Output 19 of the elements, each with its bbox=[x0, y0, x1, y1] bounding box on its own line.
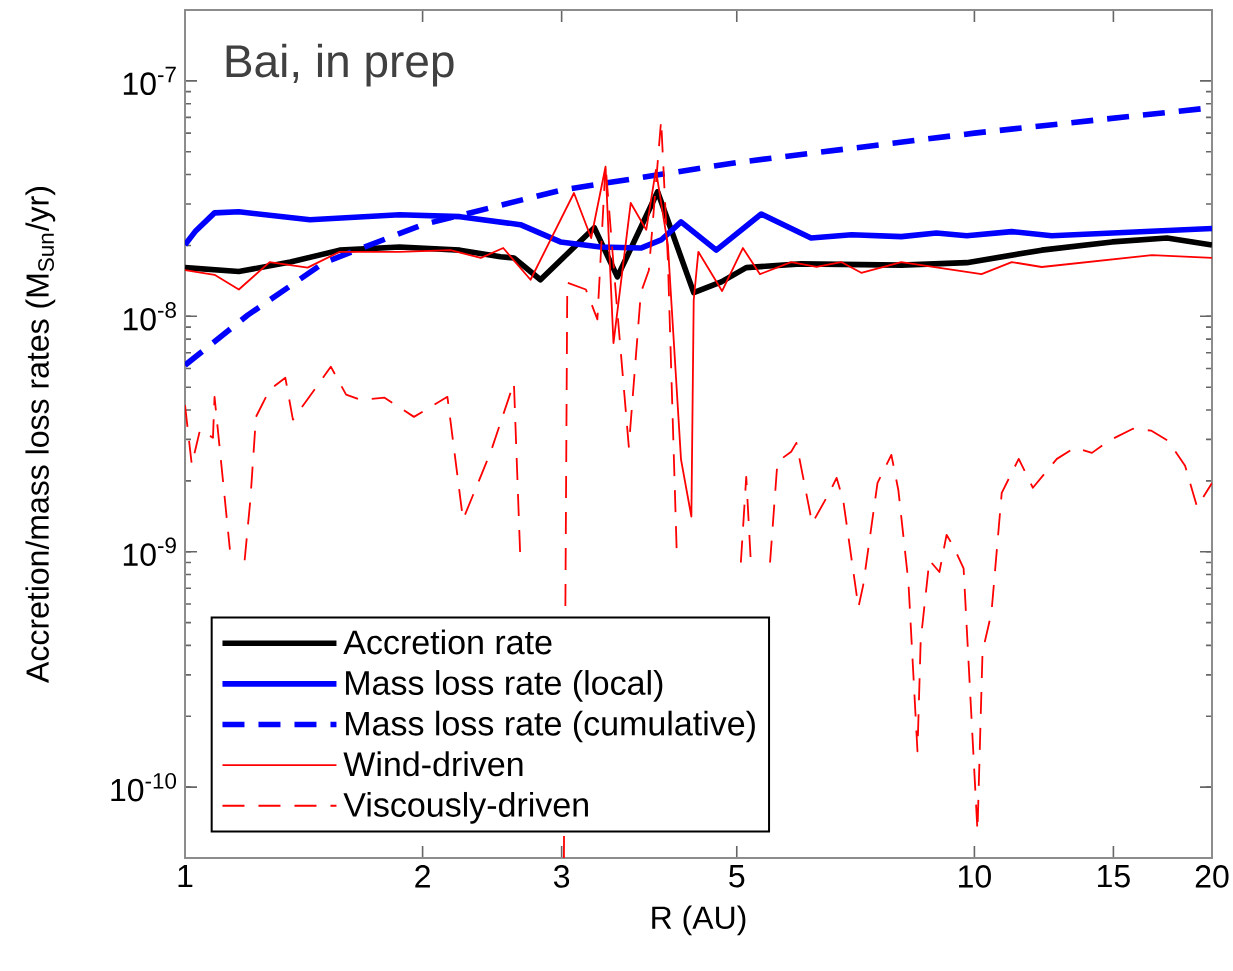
y-tick-label: 10$^{-7}$ bbox=[123, 66, 176, 96]
x-axis-title: R (AU) bbox=[652, 905, 746, 936]
legend-label: Wind-driven bbox=[343, 751, 523, 777]
x-tick-label: 10 bbox=[959, 865, 991, 888]
legend-label: Mass loss rate (local) bbox=[346, 670, 663, 702]
x-tick-label: 1 bbox=[178, 865, 193, 888]
legend-label: Accretion rate bbox=[343, 629, 552, 655]
y-axis-title: Accretion/mass loss rates (M$_{Sun}$/yr) bbox=[25, 187, 56, 683]
y-tick-label: 10$^{-9}$ bbox=[123, 537, 176, 566]
y-tick-label: 10$^{-8}$ bbox=[123, 302, 176, 331]
x-tick-label: 20 bbox=[1195, 865, 1229, 888]
x-tick-label: 5 bbox=[729, 865, 745, 888]
annotation: Bai, in prep bbox=[226, 43, 454, 87]
y-tick-label: 10$^{-10}$ bbox=[111, 772, 177, 802]
legend-label: Mass loss rate (cumulative) bbox=[346, 710, 755, 743]
x-tick-label: 2 bbox=[415, 865, 430, 888]
legend-label: Viscously-driven bbox=[343, 791, 588, 824]
x-tick-label: 3 bbox=[553, 865, 570, 888]
x-tick-label: 15 bbox=[1098, 865, 1130, 888]
